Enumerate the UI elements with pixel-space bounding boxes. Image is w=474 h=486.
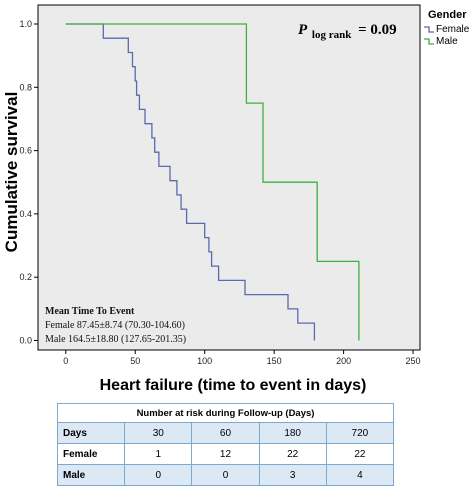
p-value-label: P log rank = 0.09 <box>298 22 397 42</box>
p-value-subscript: log rank <box>312 29 352 41</box>
km-chart: 0.0 0.2 0.4 0.6 0.8 1.0 0 50 100 150 200 250 Cumul… <box>2 4 470 394</box>
risk-cell: 30 <box>124 422 193 444</box>
risk-row-days: Days 30 60 180 720 <box>56 422 395 444</box>
x-tick-label: 50 <box>130 356 140 366</box>
risk-cell: 0 <box>191 464 260 486</box>
risk-cell: 12 <box>191 443 260 465</box>
x-tick-label: 150 <box>267 356 282 366</box>
series-layer <box>65 23 360 341</box>
risk-row-label: Female <box>56 443 126 465</box>
series-line-female <box>65 23 316 341</box>
legend-swatch-male <box>424 38 434 45</box>
y-tick-label: 1.0 <box>19 19 32 29</box>
x-axis-label: Heart failure (time to event in days) <box>100 377 367 394</box>
p-value-prefix: P <box>298 22 308 38</box>
y-tick-label: 0.4 <box>19 209 32 219</box>
legend-label-female: Female <box>436 24 470 35</box>
risk-cell: 3 <box>258 464 327 486</box>
risk-cell: 22 <box>325 443 395 465</box>
legend-swatch-female <box>424 26 434 33</box>
x-tick-label: 250 <box>406 356 421 366</box>
y-axis: 0.0 0.2 0.4 0.6 0.8 1.0 <box>19 19 38 346</box>
x-tick-label: 100 <box>197 356 212 366</box>
plot-area <box>37 4 421 351</box>
y-tick-label: 0.0 <box>19 336 32 346</box>
risk-table-caption: Number at risk during Follow-up (Days) <box>57 403 394 423</box>
risk-row-male: Male 0 0 3 4 <box>56 464 395 486</box>
risk-cell: 1 <box>124 443 193 465</box>
risk-cell: 0 <box>124 464 193 486</box>
mean-time-female: Female 87.45±8.74 (70.30-104.60) <box>45 320 185 331</box>
legend-title: Gender <box>428 9 467 21</box>
risk-cell: 60 <box>191 422 260 444</box>
mean-time-male: Male 164.5±18.80 (127.65-201.35) <box>45 334 186 345</box>
y-tick-label: 0.6 <box>19 146 32 156</box>
risk-cell: 22 <box>258 443 327 465</box>
p-value-text: = 0.09 <box>358 22 397 38</box>
risk-cell: 4 <box>325 464 395 486</box>
risk-row-label: Male <box>56 464 126 486</box>
x-tick-label: 0 <box>63 356 68 366</box>
risk-row-female: Female 1 12 22 22 <box>56 443 395 465</box>
y-tick-label: 0.8 <box>19 82 32 92</box>
risk-cell: 720 <box>325 422 395 444</box>
mean-time-title: Mean Time To Event <box>45 306 135 317</box>
legend-label-male: Male <box>436 36 458 47</box>
series-line-male <box>65 23 360 341</box>
x-axis: 0 50 100 150 200 250 <box>63 350 421 366</box>
y-tick-label: 0.2 <box>19 272 32 282</box>
risk-row-label: Days <box>56 422 126 444</box>
y-axis-label: Cumulative survival <box>2 92 21 253</box>
risk-table: Number at risk during Follow-up (Days) D… <box>56 403 395 486</box>
risk-cell: 180 <box>258 422 327 444</box>
x-tick-label: 200 <box>336 356 351 366</box>
